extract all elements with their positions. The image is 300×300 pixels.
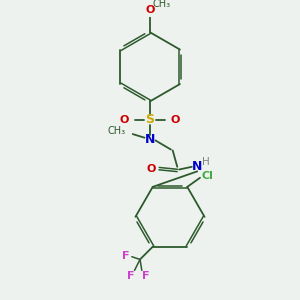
Text: N: N xyxy=(192,160,202,173)
Text: F: F xyxy=(127,271,135,281)
Text: N: N xyxy=(145,133,155,146)
Text: CH₃: CH₃ xyxy=(153,0,171,9)
Text: O: O xyxy=(145,5,155,16)
Text: F: F xyxy=(122,251,129,261)
Text: H: H xyxy=(202,157,209,167)
Text: S: S xyxy=(146,113,154,126)
Text: O: O xyxy=(120,115,129,124)
Text: F: F xyxy=(142,271,149,281)
Text: CH₃: CH₃ xyxy=(107,126,125,136)
Text: Cl: Cl xyxy=(202,171,214,181)
Text: O: O xyxy=(147,164,156,174)
Text: O: O xyxy=(171,115,180,124)
